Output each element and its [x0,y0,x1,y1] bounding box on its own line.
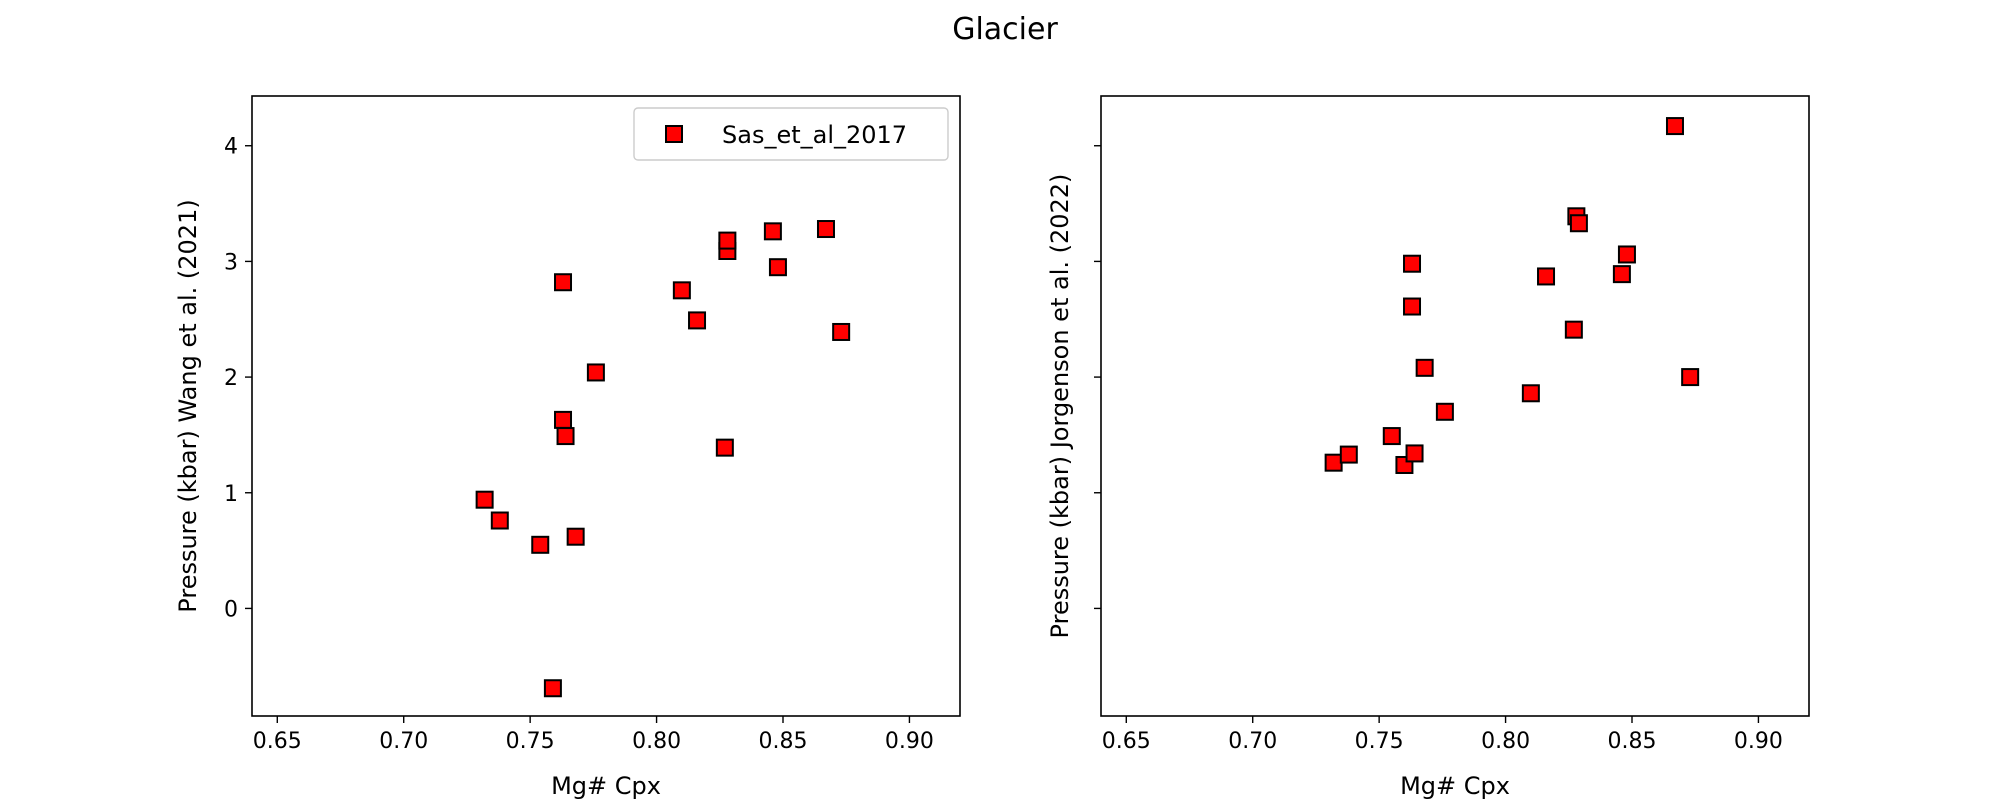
data-point [490,511,509,530]
x-tick-label: 0.85 [1608,729,1657,754]
data-point [1382,427,1401,446]
y-axis-label: Pressure (kbar) Wang et al. (2021) [174,199,202,612]
data-point [1403,254,1422,273]
y-tick-label: 0 [224,597,238,622]
plot-frame [251,95,961,717]
data-point [1681,368,1700,387]
legend-box [633,107,949,161]
data-point [586,363,605,382]
x-tick-label: 0.80 [632,729,681,754]
data-point [1405,444,1424,463]
data-point [816,220,835,239]
x-tick-label: 0.70 [1228,729,1277,754]
y-tick-label: 2 [224,366,238,391]
y-axis-label: Pressure (kbar) Jorgenson et al. (2022) [1046,174,1074,639]
data-point [554,273,573,292]
data-point [1435,402,1454,421]
legend-label: Sas_et_al_2017 [722,121,907,149]
right-scatter-panel: 0.65 0.70 0.75 0.80 0.85 0.90 Mg# Cpx Pressure … [1046,95,1810,800]
data-point [1521,384,1540,403]
data-point [1537,267,1556,286]
data-point [832,322,851,341]
data-point [1569,214,1588,233]
plot-frame [1100,95,1810,717]
y-tick-label: 4 [224,135,238,160]
x-tick-label: 0.90 [1734,729,1783,754]
x-tick-label: 0.65 [1102,729,1151,754]
figure-title: Glacier [952,12,1058,47]
data-point [1415,358,1434,377]
data-point [1324,453,1343,472]
data-point [1612,265,1631,284]
y-tick-label: 3 [224,250,238,275]
data-point [566,527,585,546]
data-point [768,258,787,277]
data-point [715,438,734,457]
data-point [556,427,575,446]
data-point [554,410,573,429]
data-point [1339,445,1358,464]
x-tick-label: 0.90 [885,729,934,754]
data-point [1665,117,1684,136]
data-point [531,535,550,554]
x-tick-label: 0.65 [253,729,302,754]
x-tick-label: 0.85 [759,729,808,754]
data-point [672,281,691,300]
x-tick-label: 0.70 [379,729,428,754]
data-point [688,311,707,330]
x-tick-label: 0.75 [1355,729,1404,754]
legend-marker [665,125,683,143]
data-point [475,490,494,509]
data-point [763,222,782,241]
x-axis-label: Mg# Cpx [1400,772,1510,800]
left-scatter-panel: 0.65 0.70 0.75 0.80 0.85 0.90 0 1 2 3 4 Mg# Cpx Pres… [174,95,961,800]
y-tick-label: 1 [224,482,238,507]
data-point [1403,297,1422,316]
data-point [543,679,562,698]
data-point [1617,245,1636,264]
x-tick-label: 0.80 [1481,729,1530,754]
data-point [718,231,737,250]
data-point [1564,320,1583,339]
x-axis-label: Mg# Cpx [551,772,661,800]
x-tick-label: 0.75 [506,729,555,754]
